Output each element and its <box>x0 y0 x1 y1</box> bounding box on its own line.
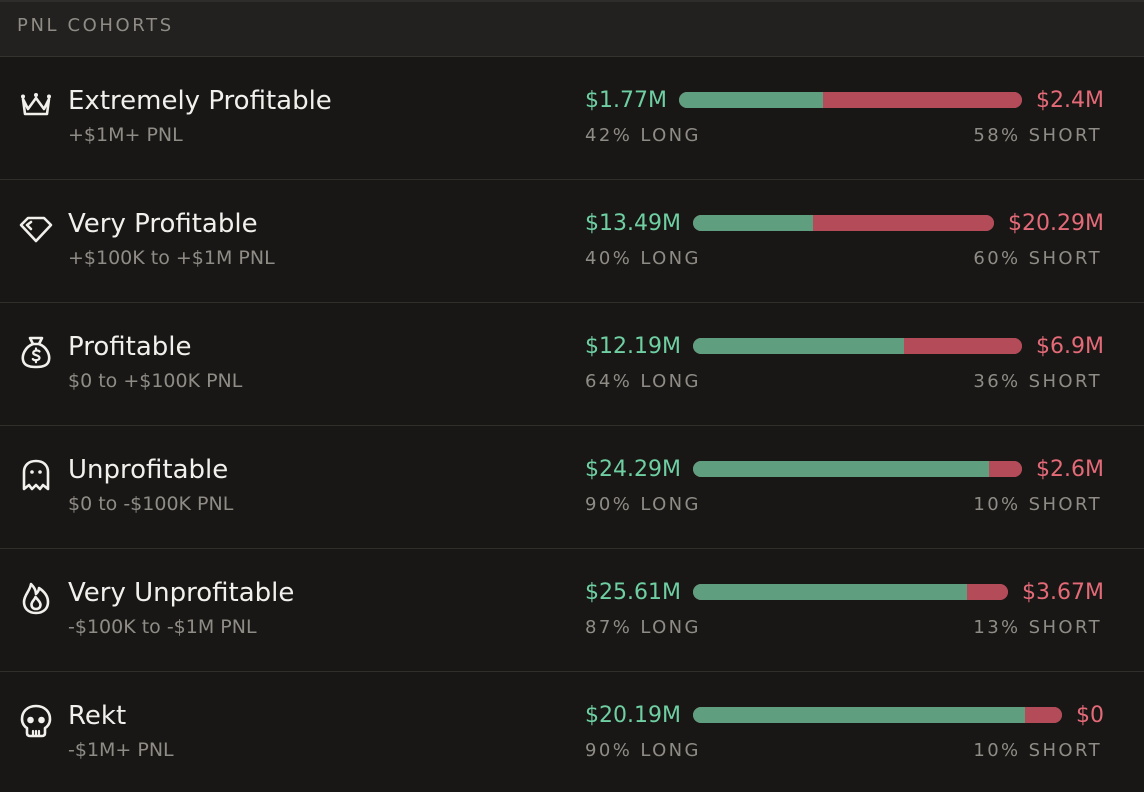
flame-icon <box>17 579 55 617</box>
bar-long-segment <box>692 584 968 600</box>
short-percent: 10% SHORT <box>973 494 1102 515</box>
long-percent: 64% LONG <box>585 371 701 392</box>
long-short-bar <box>692 707 1062 723</box>
cohort-range: $0 to -$100K PNL <box>68 493 234 515</box>
bar-long-segment <box>692 338 904 354</box>
cohort-name: Profitable <box>68 332 192 362</box>
diamond-icon <box>17 210 55 248</box>
short-amount: $3.67M <box>1022 580 1104 605</box>
cohort-range: -$1M+ PNL <box>68 739 174 761</box>
panel-header: PNL COHORTS <box>0 0 1144 57</box>
long-short-bar <box>692 461 1023 477</box>
cohort-row[interactable]: Unprofitable $0 to -$100K PNL $24.29M $2… <box>0 426 1144 549</box>
long-short-bar <box>692 338 1023 354</box>
bar-short-segment <box>813 215 995 231</box>
long-short-bar <box>692 584 1009 600</box>
long-short-bar <box>692 215 995 231</box>
long-amount: $1.77M <box>585 88 667 113</box>
cohort-row[interactable]: Extremely Profitable +$1M+ PNL $1.77M $2… <box>0 57 1144 180</box>
cohort-name: Extremely Profitable <box>68 86 332 116</box>
short-amount: $2.6M <box>1036 457 1104 482</box>
short-percent: 58% SHORT <box>973 125 1102 146</box>
bar-long-segment <box>678 92 824 108</box>
cohort-name: Unprofitable <box>68 455 229 485</box>
bar-short-segment <box>903 338 1023 354</box>
long-amount: $20.19M <box>585 703 681 728</box>
cohort-row[interactable]: Very Unprofitable -$100K to -$1M PNL $25… <box>0 549 1144 672</box>
short-amount: $6.9M <box>1036 334 1104 359</box>
cohort-range: -$100K to -$1M PNL <box>68 616 257 638</box>
crown-icon <box>17 87 55 125</box>
skull-icon <box>17 702 55 740</box>
short-amount: $0 <box>1076 703 1104 728</box>
long-percent: 42% LONG <box>585 125 701 146</box>
bar-long-segment <box>692 215 814 231</box>
panel-title: PNL COHORTS <box>17 14 174 36</box>
cohort-range: +$1M+ PNL <box>68 124 183 146</box>
bar-short-segment <box>989 461 1023 477</box>
bar-short-segment <box>823 92 1023 108</box>
long-percent: 90% LONG <box>585 494 701 515</box>
long-amount: $25.61M <box>585 580 681 605</box>
cohort-name: Very Unprofitable <box>68 578 295 608</box>
bar-long-segment <box>692 461 990 477</box>
cohort-list: Extremely Profitable +$1M+ PNL $1.77M $2… <box>0 57 1144 792</box>
short-percent: 13% SHORT <box>973 617 1102 638</box>
bar-short-segment <box>967 584 1009 600</box>
short-percent: 10% SHORT <box>973 740 1102 761</box>
cohort-name: Very Profitable <box>68 209 258 239</box>
cohort-row[interactable]: Very Profitable +$100K to +$1M PNL $13.4… <box>0 180 1144 303</box>
short-percent: 60% SHORT <box>973 248 1102 269</box>
long-short-bar <box>678 92 1023 108</box>
cohort-name: Rekt <box>68 701 127 731</box>
cohort-row[interactable]: Rekt -$1M+ PNL $20.19M $0 90% LONG 10% S… <box>0 672 1144 792</box>
long-amount: $24.29M <box>585 457 681 482</box>
long-amount: $12.19M <box>585 334 681 359</box>
cohort-range: +$100K to +$1M PNL <box>68 247 275 269</box>
short-amount: $2.4M <box>1036 88 1104 113</box>
money-bag-icon <box>17 333 55 371</box>
short-amount: $20.29M <box>1008 211 1104 236</box>
bar-short-segment <box>1025 707 1062 723</box>
cohort-range: $0 to +$100K PNL <box>68 370 243 392</box>
bar-long-segment <box>692 707 1026 723</box>
long-percent: 90% LONG <box>585 740 701 761</box>
long-percent: 40% LONG <box>585 248 701 269</box>
short-percent: 36% SHORT <box>973 371 1102 392</box>
long-percent: 87% LONG <box>585 617 701 638</box>
long-amount: $13.49M <box>585 211 681 236</box>
cohort-row[interactable]: Profitable $0 to +$100K PNL $12.19M $6.9… <box>0 303 1144 426</box>
ghost-icon <box>17 456 55 494</box>
